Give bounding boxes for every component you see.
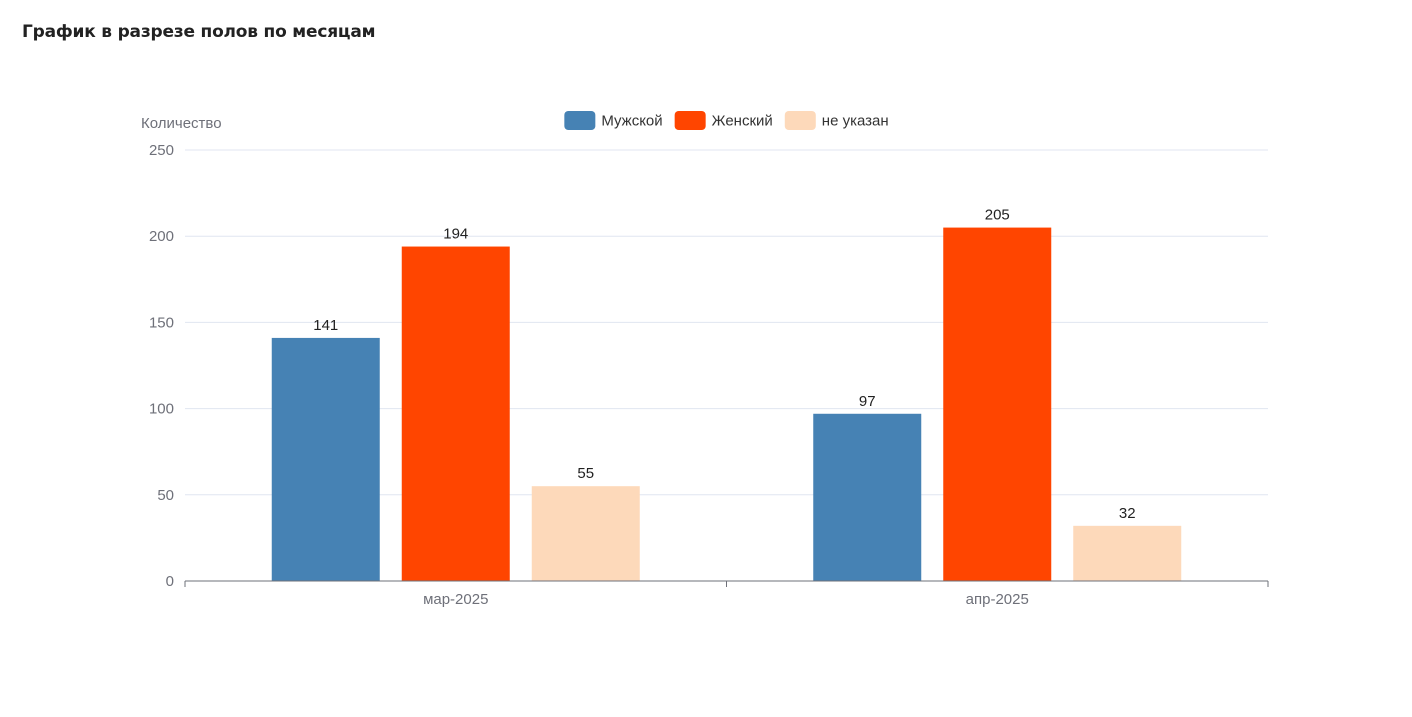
- legend-item[interactable]: не указан: [784, 111, 889, 130]
- bar[interactable]: [943, 227, 1052, 581]
- x-tick-label: мар-2025: [423, 591, 488, 608]
- y-tick-label: 0: [166, 573, 174, 590]
- data-label: 32: [1119, 505, 1136, 522]
- data-label: 97: [859, 393, 876, 410]
- bar[interactable]: [531, 486, 640, 581]
- legend-label: Мужской: [601, 113, 662, 130]
- legend-item[interactable]: Мужской: [564, 111, 663, 130]
- page-title: График в разрезе полов по месяцам: [22, 22, 376, 42]
- y-tick-label: 150: [149, 314, 174, 331]
- legend-label: не указан: [822, 113, 889, 130]
- data-label: 194: [443, 226, 468, 243]
- bars: [271, 227, 1182, 581]
- data-label: 55: [577, 465, 594, 482]
- legend-item[interactable]: Женский: [674, 111, 773, 130]
- bar[interactable]: [813, 413, 922, 581]
- bar[interactable]: [401, 246, 510, 581]
- data-label: 205: [985, 207, 1010, 224]
- legend-swatch: [674, 111, 706, 130]
- y-tick-label: 200: [149, 228, 174, 245]
- y-axis-title: Количество: [141, 115, 222, 132]
- y-tick-label: 100: [149, 401, 174, 418]
- grid-lines: [185, 149, 1268, 496]
- legend-label: Женский: [712, 113, 773, 130]
- y-tick-label: 250: [149, 142, 174, 159]
- legend-swatch: [564, 111, 596, 130]
- legend-swatch: [784, 111, 816, 130]
- data-labels: 141 194 55 97 205 32: [313, 207, 1135, 522]
- axes: 0 50 100 150 200 250 мар-2025 апр-2025: [149, 142, 1269, 608]
- data-label: 141: [313, 317, 338, 334]
- bar[interactable]: [271, 337, 380, 581]
- x-tick-label: апр-2025: [966, 591, 1029, 608]
- y-tick-label: 50: [157, 487, 174, 504]
- bar[interactable]: [1073, 525, 1182, 581]
- legend[interactable]: Мужской Женский не указан: [564, 111, 889, 130]
